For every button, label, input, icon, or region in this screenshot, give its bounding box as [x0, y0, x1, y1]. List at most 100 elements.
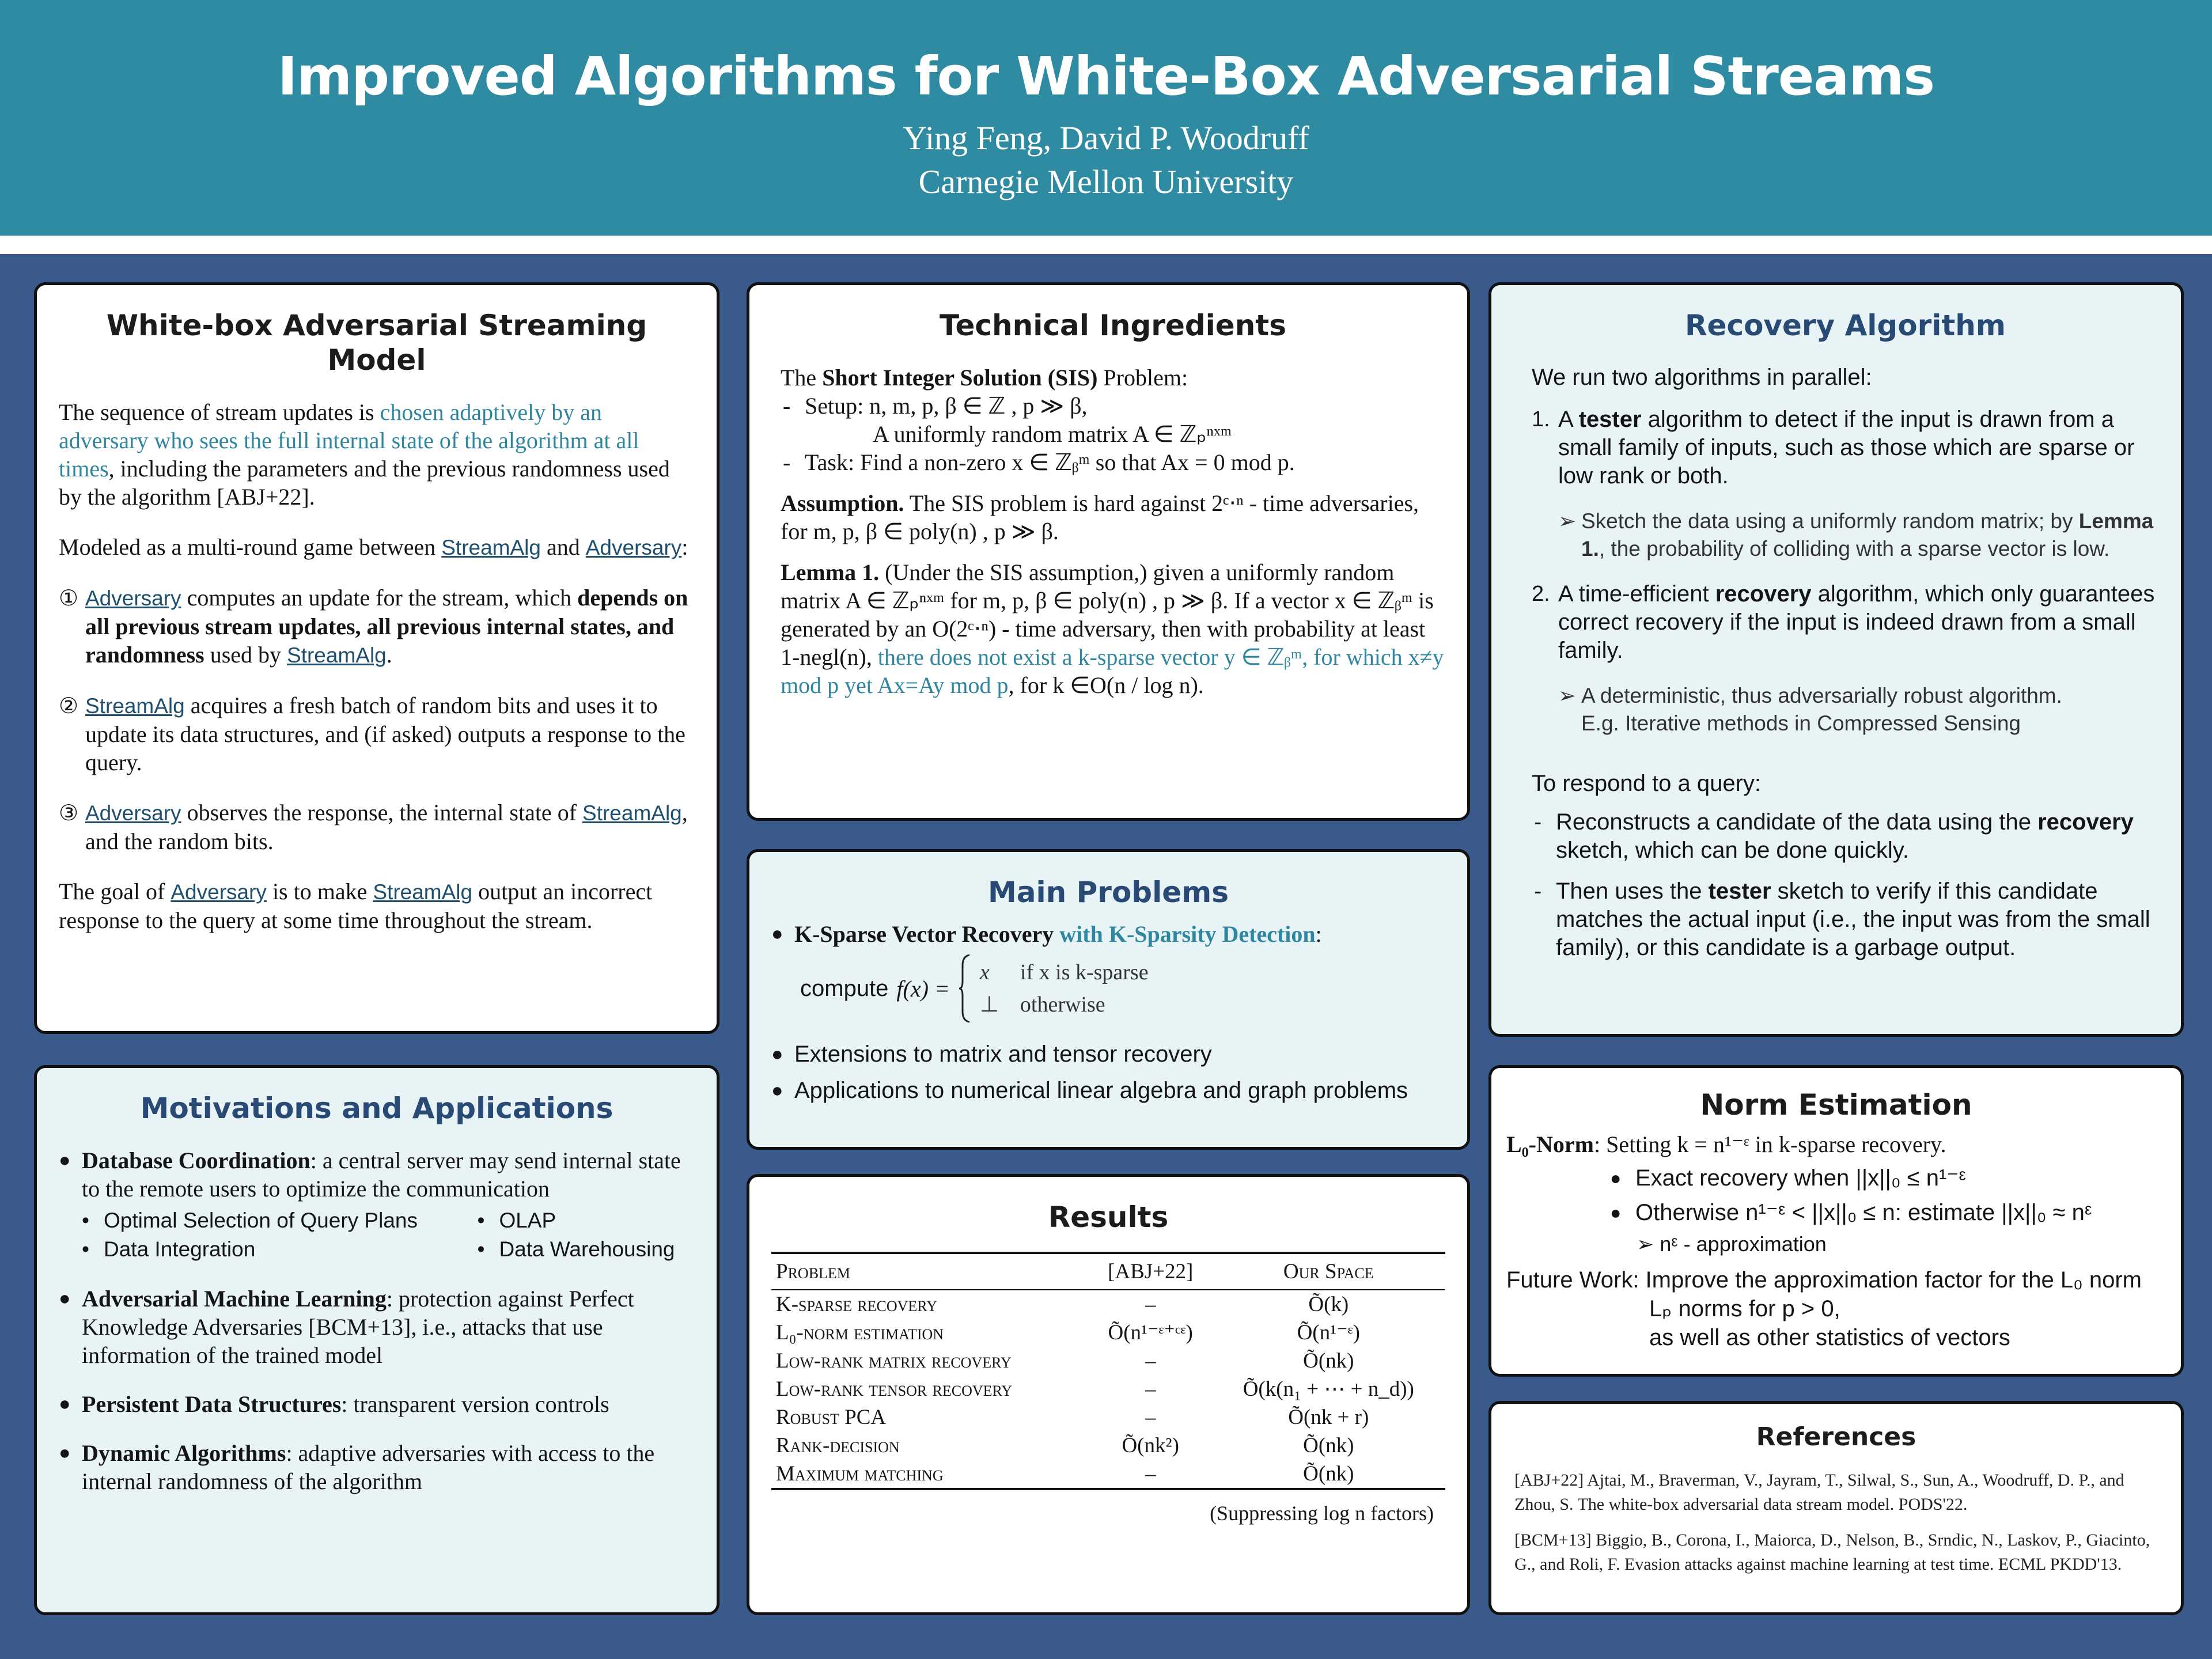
cases: x if x is k-sparse ⊥ otherwise — [980, 956, 1149, 1021]
element: Problem [ABJ+22] Our Space — [771, 1253, 1445, 1290]
text: Adversary — [85, 801, 181, 825]
text: StreamAlg — [373, 880, 473, 904]
text: Robust PCA — [776, 1406, 887, 1429]
text: if x is k-sparse — [1020, 960, 1149, 984]
element: Assumption. The SIS problem is hard agai… — [781, 489, 1445, 546]
text: algorithm to detect if the input is draw… — [1558, 407, 2135, 488]
header: Improved Algorithms for White-Box Advers… — [0, 0, 2212, 236]
note: ➢ Sketch the data using a uniformly rando… — [1532, 507, 2159, 563]
text: Rank-decision — [776, 1434, 900, 1457]
element: Database Coordination: a central server … — [59, 1146, 695, 1203]
text: ③ — [59, 800, 79, 825]
text: sketch to verify if this candidate match… — [1556, 878, 2150, 960]
table-row: Low-rank tensor recovery – Õ(k(n₁ + ⋯ + n_… — [771, 1375, 1445, 1403]
text: Õ(n¹⁻ᵋ) — [1297, 1321, 1360, 1344]
text: Lemma 1. — [1581, 509, 2154, 560]
text: observes the response, the internal stat… — [181, 800, 583, 825]
text: Persistent Data Structures — [82, 1391, 342, 1417]
text: E.g. Iterative methods in Compressed Sen… — [1581, 711, 2021, 735]
element: Modeled as a multi-round game between St… — [59, 533, 695, 562]
note: ➢ A deterministic, thus adversarially rob… — [1532, 682, 2159, 737]
technical-panel: Technical Ingredients The Short Integer … — [747, 282, 1470, 821]
text: ⊥ — [979, 993, 999, 1017]
element: Then uses the tester sketch to verify if… — [1532, 877, 2159, 962]
element — [959, 954, 970, 1023]
text: there does not exist a k-sparse vector y… — [781, 644, 1444, 698]
text: computes an update for the stream, which — [181, 585, 578, 611]
text: . — [386, 642, 392, 668]
text: Exact recovery when ||x||₀ ≤ n¹⁻ᵋ — [1610, 1162, 2166, 1194]
text: ① — [59, 585, 79, 611]
text: sketch, which can be done quickly. — [1556, 838, 1909, 863]
table-row: Robust PCA – Õ(nk + r) — [771, 1403, 1445, 1431]
element: ① Adversary computes an update for the st… — [59, 584, 695, 669]
text: : — [1315, 921, 1322, 947]
text: Lₚ norms for p > 0, — [1649, 1296, 1840, 1321]
authors: Ying Feng, David P. Woodruff — [903, 119, 1309, 157]
element: K-Sparse Vector Recovery with K-Sparsity… — [771, 920, 1445, 948]
element: ③ Adversary observes the response, the in… — [59, 798, 695, 855]
element: L₀-Norm: Setting k = n¹⁻ᵋ in k-sparse re… — [1506, 1130, 2166, 1158]
text: Low-rank matrix recovery — [776, 1349, 1012, 1373]
text: recovery — [1715, 581, 1812, 607]
text: Adversary — [171, 880, 267, 904]
text: ➢ — [1558, 509, 1577, 533]
text: 1. — [1532, 407, 1550, 431]
text: Extensions to matrix and tensor recovery — [771, 1040, 1445, 1069]
text: L₀-Norm — [1506, 1131, 1594, 1157]
text: , the probability of colliding with a sp… — [1599, 537, 2110, 560]
text: Õ(nk + r) — [1288, 1406, 1369, 1429]
text: L₀-norm estimation — [776, 1321, 944, 1344]
results-panel: Results Problem [ABJ+22] Our Space K-sparse… — [747, 1174, 1470, 1615]
norm-panel: Norm Estimation L₀-Norm: Setting k = n¹⁻… — [1488, 1065, 2184, 1377]
text: Problem: — [1097, 365, 1188, 391]
text: : a central server may send internal sta… — [82, 1147, 681, 1202]
panel-title: References — [1756, 1422, 1916, 1452]
text: Õ(n¹⁻ᵋ⁺ᶜᵋ) — [1108, 1321, 1193, 1344]
text: algorithm, which only guarantees correct… — [1558, 581, 2155, 663]
table-row: Maximum matching – Õ(nk) — [771, 1460, 1445, 1489]
text: Õ(nk) — [1303, 1349, 1354, 1373]
text: Lemma 1. — [781, 559, 880, 585]
future-work: Future Work: Improve the approximation f… — [1506, 1266, 2166, 1352]
text: OLAP — [477, 1206, 695, 1235]
element: Persistent Data Structures: transparent … — [59, 1390, 695, 1418]
text: , for k ∈O(n / log n). — [1008, 672, 1204, 698]
brace — [959, 954, 970, 1023]
text: ② — [59, 693, 79, 718]
text: : protection against Perfect Knowledge A… — [82, 1286, 634, 1368]
text: StreamAlg — [441, 536, 541, 559]
text: with K-Sparsity Detection — [1054, 921, 1316, 947]
text: , and the random bits. — [85, 800, 688, 854]
text: – — [1145, 1349, 1156, 1373]
text: To respond to a query: — [1532, 771, 1762, 796]
text: and — [540, 534, 586, 560]
text: Future Work: — [1506, 1267, 1639, 1293]
text: Data Warehousing — [477, 1235, 695, 1264]
table-row: Rank-decision Õ(nk²) Õ(nk) — [771, 1431, 1445, 1460]
text: Adversary — [85, 586, 181, 610]
element: Problem [ABJ+22] Our Space — [771, 1253, 1445, 1290]
text: The SIS problem is hard against 2ᶜ⋅ⁿ - t… — [781, 490, 1419, 544]
panel-title: White-box Adversarial Streaming Model — [106, 309, 647, 377]
divider — [0, 236, 2212, 254]
text: depends on all previous stream updates, … — [85, 585, 688, 668]
text: otherwise — [1020, 993, 1105, 1017]
text: K-sparse recovery — [776, 1293, 937, 1316]
table-row: Low-rank matrix recovery – Õ(nk) — [771, 1347, 1445, 1375]
text: Modeled as a multi-round game between — [59, 534, 442, 560]
text: A uniformly random matrix A ∈ ℤₚⁿˣᵐ — [873, 421, 1232, 447]
text: nᵋ - approximation — [1660, 1232, 1827, 1256]
text: Data Integration — [82, 1235, 477, 1264]
element: ② StreamAlg acquires a fresh batch of ran… — [59, 691, 695, 777]
element: 2. A time-efficient recovery algorithm, w… — [1532, 580, 2159, 665]
text: Database Coordination — [82, 1147, 310, 1173]
element: Dynamic Algorithms: adaptive adversaries… — [59, 1439, 695, 1495]
text: Õ(nk²) — [1122, 1434, 1179, 1457]
sub-note: ➢ nᵋ - approximation — [1506, 1231, 2166, 1257]
text: Setup: n, m, p, β ∈ ℤ , p ≫ β, — [781, 392, 1445, 420]
panel-title: Motivations and Applications — [140, 1092, 613, 1125]
text: is to make — [266, 878, 373, 904]
